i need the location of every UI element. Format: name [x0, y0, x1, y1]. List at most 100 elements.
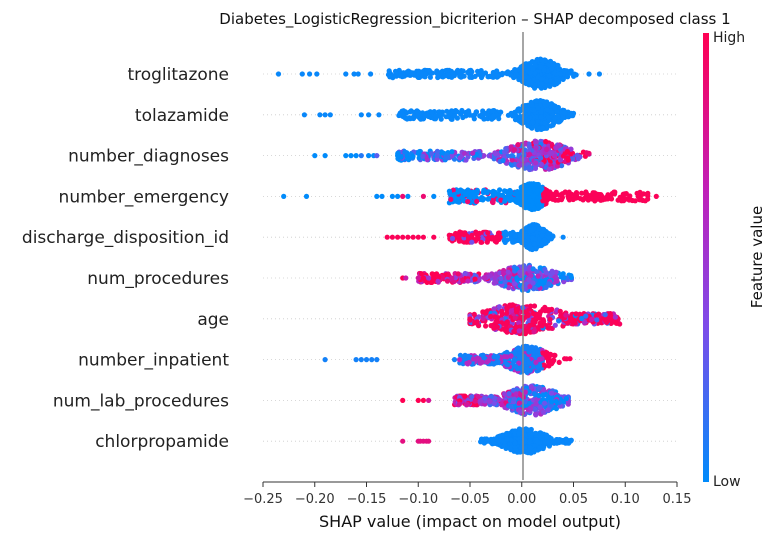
shap-point: [516, 328, 522, 334]
shap-point: [457, 155, 463, 161]
shap-point: [537, 98, 544, 104]
shap-point: [592, 198, 598, 204]
shap-point: [564, 148, 571, 155]
shap-point: [449, 235, 456, 242]
shap-point: [489, 73, 495, 79]
shap-point: [530, 318, 536, 324]
shap-point: [542, 120, 548, 126]
shap-point: [465, 278, 471, 284]
shap-point: [561, 275, 567, 281]
shap-point: [525, 313, 531, 319]
shap-point: [545, 308, 551, 314]
shap-point: [480, 352, 486, 358]
shap-point: [536, 392, 542, 399]
shap-point: [549, 150, 555, 156]
shap-point: [402, 149, 408, 155]
shap-point: [474, 198, 480, 204]
shap-point: [519, 118, 525, 124]
shap-point: [508, 308, 514, 314]
shap-point: [500, 270, 507, 276]
shap-point: [617, 194, 623, 200]
shap-point: [563, 437, 569, 443]
shap-point: [586, 71, 592, 77]
shap-point: [530, 280, 536, 286]
shap-point: [568, 274, 575, 281]
shap-point: [557, 71, 564, 77]
shap-point: [487, 399, 493, 405]
shap-point: [612, 314, 619, 320]
shap-point: [553, 189, 559, 195]
shap-point: [526, 164, 532, 171]
shap-point: [539, 57, 546, 63]
shap-point: [602, 312, 608, 318]
shap-point: [514, 346, 521, 352]
shap-point: [448, 116, 454, 122]
shap-point: [403, 275, 409, 281]
colorbar-low-label: Low: [713, 474, 741, 490]
shap-point: [483, 323, 489, 329]
shap-point: [514, 189, 521, 195]
shap-point: [407, 109, 413, 115]
shap-point: [512, 113, 518, 119]
shap-point: [530, 119, 536, 125]
shap-point: [507, 446, 513, 452]
shap-point: [436, 109, 442, 115]
shap-point: [502, 279, 508, 285]
shap-point: [525, 80, 531, 86]
shap-point: [420, 153, 426, 159]
shap-point: [464, 401, 470, 407]
shap-point: [455, 199, 461, 205]
feature-label: chlorpropamide: [95, 432, 229, 452]
feature-label: tolazamide: [135, 106, 229, 126]
shap-point: [532, 241, 538, 247]
shap-point: [577, 154, 583, 160]
shap-point: [490, 438, 496, 444]
shap-point: [584, 150, 590, 156]
shap-point: [490, 108, 496, 114]
shap-point: [457, 73, 463, 79]
shap-point: [517, 237, 524, 243]
shap-point: [301, 112, 307, 118]
shap-point: [549, 194, 555, 200]
shap-point: [426, 68, 432, 74]
shap-point: [449, 275, 455, 281]
shap-point: [573, 311, 579, 317]
shap-point: [463, 157, 469, 163]
feature-label: number_diagnoses: [68, 147, 229, 167]
shap-point: [492, 189, 498, 195]
shap-point: [379, 193, 385, 199]
shap-point: [535, 273, 541, 279]
shap-point: [410, 234, 416, 240]
shap-point: [434, 68, 440, 74]
shap-point: [499, 70, 505, 76]
shap-point: [400, 438, 406, 444]
feature-label: troglitazone: [127, 65, 229, 85]
shap-point: [526, 151, 533, 157]
shap-point: [529, 344, 535, 350]
shap-point: [479, 71, 485, 77]
shap-point: [368, 71, 374, 77]
shap-point: [579, 315, 585, 322]
shap-point: [563, 395, 570, 402]
shap-point: [558, 157, 564, 163]
shap-point: [546, 166, 552, 172]
shap-point: [348, 153, 354, 159]
shap-point: [484, 190, 490, 196]
shap-point: [516, 400, 523, 406]
shap-point: [533, 145, 539, 151]
shap-point: [481, 153, 487, 159]
shap-point: [452, 113, 458, 119]
shap-point: [553, 145, 559, 151]
shap-point: [533, 160, 539, 166]
x-axis-ticks: −0.25 −0.20 −0.15 −0.10 −0.05 0.00 0.05 0.10 0.1…: [243, 482, 691, 507]
shap-point: [467, 316, 473, 322]
shap-point: [374, 357, 380, 363]
shap-point: [495, 354, 501, 360]
shap-point: [487, 273, 493, 279]
shap-point: [351, 71, 357, 77]
shap-point: [639, 197, 645, 203]
feature-label: number_emergency: [59, 187, 229, 207]
shap-point: [542, 400, 548, 406]
shap-point: [543, 78, 550, 84]
shap-point: [484, 359, 490, 365]
